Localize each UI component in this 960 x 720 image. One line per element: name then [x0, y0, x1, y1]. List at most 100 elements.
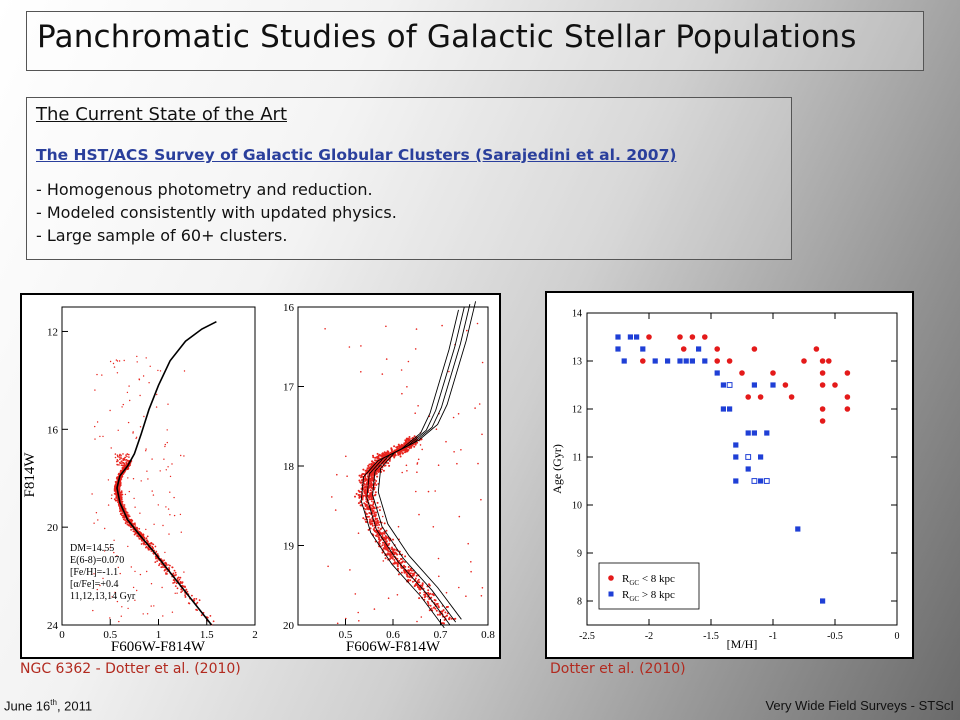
cmd-param: DM=14.55 [70, 543, 114, 554]
star-point [450, 617, 453, 620]
cmd-right-points [324, 322, 484, 625]
star-point [176, 577, 179, 580]
y-tick-label: 10 [572, 501, 582, 512]
star-point [427, 591, 430, 594]
y-tick-label: 9 [577, 549, 582, 560]
star-point [96, 588, 99, 591]
star-point [127, 607, 129, 610]
data-point-outer [665, 358, 671, 364]
star-point [385, 454, 387, 457]
star-point [384, 545, 387, 548]
y-tick-label: 16 [47, 424, 59, 436]
isochrone-right [366, 306, 465, 626]
star-point [121, 606, 123, 608]
star-point [378, 538, 380, 541]
star-point [183, 571, 185, 573]
star-point [375, 456, 378, 459]
star-point [156, 553, 159, 555]
x-tick-label: 0.8 [481, 629, 495, 641]
data-point-inner [770, 370, 776, 376]
star-point [109, 617, 111, 619]
star-point [123, 466, 126, 469]
star-point [374, 456, 377, 459]
star-point [448, 616, 451, 619]
data-point-inner [745, 394, 751, 400]
chart-ylabel: Age (Gyr) [550, 444, 564, 494]
star-point [144, 543, 147, 546]
isochrone-left [116, 320, 217, 626]
star-point [132, 431, 134, 433]
data-point-outer [770, 382, 776, 388]
star-point [374, 517, 377, 520]
star-point [110, 497, 113, 500]
star-point [387, 597, 390, 599]
star-point [397, 443, 400, 446]
star-point [99, 435, 101, 438]
star-point [365, 500, 368, 503]
star-point [383, 532, 386, 535]
star-point [169, 491, 171, 493]
data-point-outer [795, 526, 801, 532]
star-point [119, 462, 121, 464]
data-point-outer-open [751, 478, 758, 484]
star-point [368, 463, 371, 466]
star-point [166, 429, 168, 431]
star-point [371, 522, 374, 525]
star-point [383, 454, 386, 457]
star-point [439, 613, 441, 616]
star-point [118, 454, 121, 457]
star-point [156, 393, 158, 396]
star-point [383, 547, 386, 550]
data-point-outer-open [745, 454, 752, 460]
star-point [445, 440, 447, 443]
star-point [128, 490, 130, 493]
star-point [396, 563, 399, 566]
star-point [116, 463, 118, 466]
star-point [180, 531, 182, 533]
data-point-inner [819, 358, 826, 364]
star-point [433, 606, 436, 609]
star-point [392, 555, 394, 558]
star-point [379, 531, 382, 534]
data-point-inner [757, 394, 764, 400]
star-point [376, 452, 379, 455]
star-point [115, 496, 118, 498]
star-point [142, 375, 145, 377]
star-point [146, 570, 148, 573]
star-point [371, 460, 374, 463]
star-point [388, 464, 391, 467]
star-point [415, 574, 418, 577]
star-point [114, 453, 117, 455]
star-point [393, 561, 396, 564]
star-point [376, 475, 379, 478]
star-point [480, 595, 483, 597]
star-point [416, 620, 418, 623]
star-point [419, 444, 422, 446]
star-point [107, 479, 110, 481]
star-point [120, 475, 123, 478]
y-tick-label: 12 [572, 405, 582, 416]
star-point [388, 550, 391, 553]
survey-link[interactable]: The HST/ACS Survey of Galactic Globular … [36, 146, 677, 164]
star-point [364, 488, 367, 491]
star-point [457, 413, 460, 415]
star-point [117, 566, 120, 569]
star-point [113, 551, 115, 554]
star-point [133, 533, 136, 536]
star-point [370, 473, 373, 475]
star-point [123, 504, 126, 506]
star-point [369, 484, 372, 487]
data-point-outer [702, 358, 708, 364]
star-point [409, 569, 412, 572]
star-point [145, 546, 147, 549]
isochrone-right [377, 301, 477, 620]
star-point [392, 538, 394, 541]
star-point [109, 546, 112, 549]
data-point-outer [820, 598, 826, 604]
star-point [397, 453, 400, 456]
star-point [150, 583, 153, 585]
star-point [164, 568, 167, 571]
star-point [402, 560, 404, 563]
x-tick-label: 2 [252, 629, 258, 641]
star-point [181, 590, 184, 592]
